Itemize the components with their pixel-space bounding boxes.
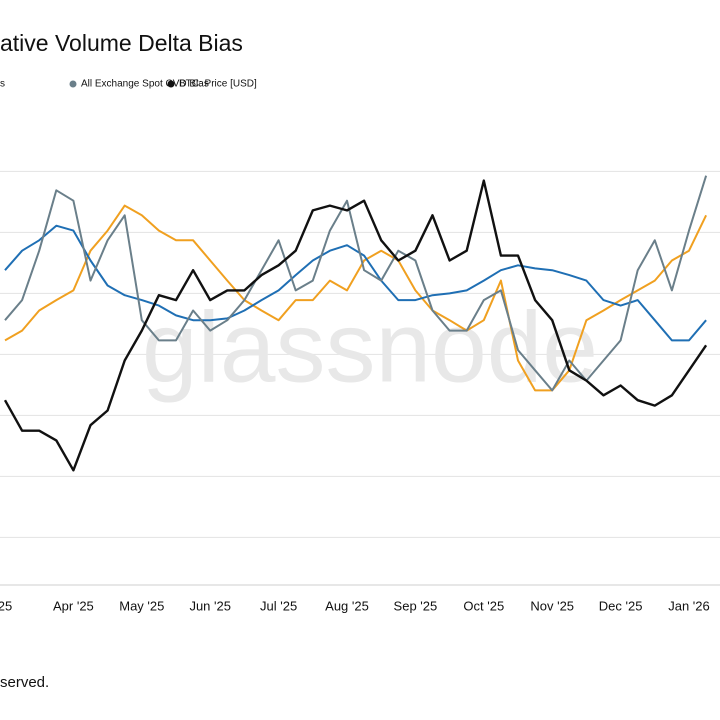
- chart-title: ative Volume Delta Bias: [0, 30, 243, 56]
- x-tick-label: Apr '25: [53, 598, 94, 613]
- series-line: [4, 224, 707, 342]
- x-tick-label: Aug '25: [325, 598, 369, 613]
- plot-area: [3, 175, 708, 472]
- legend-label: s: [0, 79, 5, 90]
- x-tick-label: Jul '25: [260, 598, 297, 613]
- series-line: [3, 179, 708, 472]
- legend-marker: [167, 80, 175, 88]
- watermark: glassnode: [142, 291, 598, 403]
- legend-label: All Exchange Spot CVD Bias: [81, 79, 209, 90]
- series-line: [4, 175, 708, 392]
- x-tick-label: Nov '25: [530, 598, 574, 613]
- x-tick-label: Jun '25: [189, 598, 231, 613]
- legend-marker: [69, 80, 77, 88]
- series-line: [4, 204, 708, 392]
- x-tick-label: 25: [0, 598, 12, 613]
- legend-label: BTC: Price [USD]: [179, 79, 257, 90]
- x-tick-label: Oct '25: [463, 598, 504, 613]
- x-tick-label: Dec '25: [599, 598, 643, 613]
- x-tick-label: May '25: [119, 598, 164, 613]
- x-tick-label: Jan '26: [668, 598, 710, 613]
- x-tick-label: Sep '25: [394, 598, 438, 613]
- footer: served.: [0, 674, 49, 691]
